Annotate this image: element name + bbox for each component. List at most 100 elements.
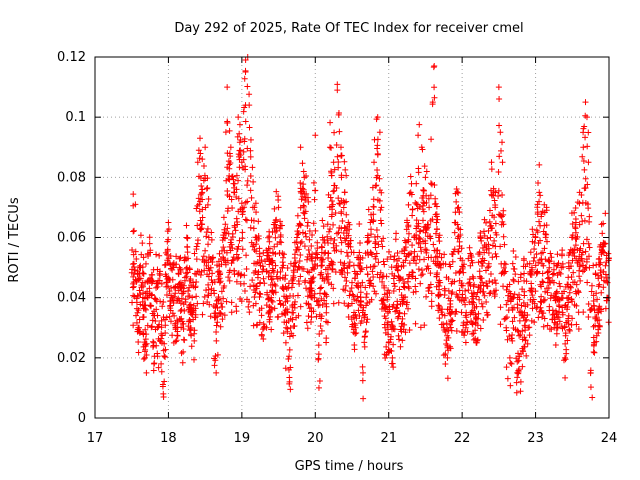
roti-point	[341, 158, 348, 165]
roti-point	[214, 304, 221, 311]
roti-point	[503, 286, 510, 293]
roti-point	[427, 270, 434, 277]
roti-point	[236, 130, 243, 137]
roti-point	[278, 311, 285, 318]
roti-point	[270, 289, 277, 296]
roti-point	[536, 198, 543, 205]
roti-point	[300, 181, 307, 188]
roti-point	[415, 132, 422, 139]
roti-point	[498, 147, 505, 154]
roti-point	[453, 308, 460, 315]
roti-point	[370, 203, 377, 210]
roti-point	[500, 233, 507, 240]
roti-point	[487, 271, 494, 278]
roti-point	[519, 347, 526, 354]
roti-point	[220, 234, 227, 241]
roti-point	[403, 301, 410, 308]
roti-point	[537, 237, 544, 244]
roti-point	[303, 233, 310, 240]
roti-point	[585, 300, 592, 307]
roti-point	[149, 278, 156, 285]
roti-point	[265, 245, 272, 252]
roti-point	[260, 324, 267, 331]
roti-point	[297, 240, 304, 247]
roti-point	[418, 267, 425, 274]
roti-point	[191, 270, 198, 277]
roti-point	[242, 163, 249, 170]
roti-point	[253, 209, 260, 216]
roti-point	[265, 234, 272, 241]
roti-point	[563, 346, 570, 353]
roti-point	[422, 229, 429, 236]
roti-point	[161, 378, 168, 385]
roti-point	[309, 232, 316, 239]
roti-point	[495, 193, 502, 200]
roti-point	[423, 293, 430, 300]
roti-point	[388, 318, 395, 325]
roti-point	[219, 316, 226, 323]
roti-point	[176, 255, 183, 262]
roti-point	[315, 302, 322, 309]
roti-point	[353, 329, 360, 336]
roti-point	[340, 230, 347, 237]
roti-point	[233, 278, 240, 285]
roti-point	[466, 299, 473, 306]
roti-point	[534, 204, 541, 211]
roti-point	[516, 296, 523, 303]
roti-point	[476, 268, 483, 275]
roti-point	[421, 163, 428, 170]
roti-point	[361, 333, 368, 340]
roti-point	[382, 305, 389, 312]
roti-point	[516, 332, 523, 339]
roti-point	[506, 354, 513, 361]
roti-point	[239, 229, 246, 236]
roti-point	[436, 283, 443, 290]
roti-point	[344, 269, 351, 276]
roti-point	[390, 364, 397, 371]
roti-point	[298, 238, 305, 245]
roti-point	[164, 259, 171, 266]
roti-point	[454, 205, 461, 212]
roti-point	[531, 246, 538, 253]
roti-point	[455, 204, 462, 211]
roti-point	[430, 241, 437, 248]
roti-point	[341, 260, 348, 267]
roti-point	[301, 243, 308, 250]
roti-point	[531, 239, 538, 246]
roti-point	[250, 225, 257, 232]
roti-point	[205, 241, 212, 248]
roti-point	[357, 301, 364, 308]
roti-point	[287, 364, 294, 371]
roti-point	[314, 245, 321, 252]
roti-point	[585, 129, 592, 136]
roti-point	[344, 223, 351, 230]
roti-point	[497, 321, 504, 328]
roti-point	[347, 288, 354, 295]
roti-point	[586, 218, 593, 225]
roti-point	[545, 268, 552, 275]
roti-point	[373, 227, 380, 234]
roti-point	[279, 285, 286, 292]
roti-point	[280, 286, 287, 293]
roti-point	[142, 346, 149, 353]
roti-point	[279, 264, 286, 271]
roti-point	[448, 309, 455, 316]
roti-point	[279, 250, 286, 257]
roti-point	[552, 341, 559, 348]
roti-point	[264, 249, 271, 256]
roti-point	[315, 342, 322, 349]
roti-point	[370, 196, 377, 203]
roti-point	[137, 301, 144, 308]
roti-point	[325, 280, 332, 287]
roti-point	[188, 332, 195, 339]
roti-point	[509, 337, 516, 344]
roti-point	[236, 164, 243, 171]
roti-point	[221, 282, 228, 289]
roti-point	[233, 303, 240, 310]
roti-point	[130, 228, 137, 235]
roti-point	[243, 252, 250, 259]
roti-point	[457, 231, 464, 238]
roti-point	[228, 236, 235, 243]
roti-point	[333, 141, 340, 148]
roti-point	[385, 287, 392, 294]
